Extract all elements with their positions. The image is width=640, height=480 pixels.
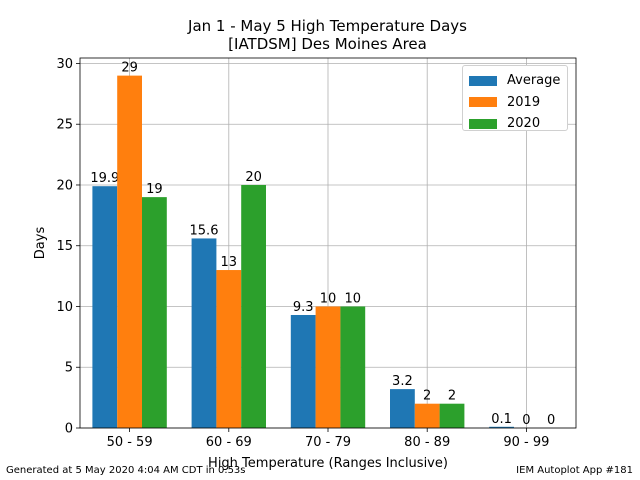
bar — [241, 184, 266, 428]
y-tick-label: 10 — [56, 300, 73, 315]
bar — [340, 306, 366, 428]
bar-value-label: 15.6 — [190, 223, 219, 238]
bar-value-label: 0 — [522, 413, 530, 428]
bar-value-label: 2 — [448, 389, 456, 404]
bar — [290, 314, 316, 428]
bar — [414, 403, 440, 428]
footer-generated-text: Generated at 5 May 2020 4:04 AM CDT in 0… — [6, 465, 246, 476]
legend-item-2019: 2019 — [469, 92, 567, 114]
y-tick-label: 25 — [56, 118, 73, 133]
legend-swatch-average — [469, 75, 497, 86]
bar — [390, 389, 415, 428]
bar-value-label: 0.1 — [491, 412, 512, 427]
x-tick-label: 90 - 99 — [503, 435, 549, 450]
bar-value-label: 19.9 — [90, 171, 119, 186]
footer-app-text: IEM Autoplot App #181 — [516, 465, 633, 476]
legend-item-2020: 2020 — [469, 113, 567, 135]
bar — [92, 186, 118, 428]
bar-value-label: 19 — [146, 182, 163, 197]
chart-title: Jan 1 - May 5 High Temperature Days — [188, 17, 467, 35]
bar-value-label: 9.3 — [293, 300, 314, 315]
y-tick-label: 0 — [65, 422, 73, 437]
legend-item-average: Average — [469, 70, 567, 92]
y-tick-label: 20 — [56, 178, 73, 193]
legend-swatch-2020 — [469, 118, 497, 129]
legend: Average 2019 2020 — [462, 65, 568, 131]
x-tick-label: 70 - 79 — [305, 435, 351, 450]
bar-value-label: 10 — [345, 291, 362, 306]
bar — [315, 306, 341, 428]
bar — [216, 270, 242, 428]
y-tick-label: 5 — [65, 361, 73, 376]
legend-swatch-2019 — [469, 97, 497, 108]
chart-subtitle: [IATDSM] Des Moines Area — [228, 35, 427, 53]
bar — [439, 403, 465, 428]
y-axis-label: Days — [33, 227, 48, 260]
legend-label-2019: 2019 — [507, 94, 541, 110]
y-tick-label: 15 — [56, 239, 73, 254]
bar — [142, 197, 167, 428]
legend-label-average: Average — [507, 73, 561, 89]
x-tick-label: 50 - 59 — [107, 435, 153, 450]
bar-value-label: 3.2 — [392, 374, 413, 389]
x-tick-label: 80 - 89 — [404, 435, 450, 450]
bar-value-label: 0 — [547, 413, 555, 428]
bar — [117, 75, 142, 428]
x-tick-label: 60 - 69 — [206, 435, 252, 450]
bar — [489, 426, 514, 428]
legend-label-2020: 2020 — [507, 116, 541, 132]
bar-value-label: 20 — [245, 170, 262, 185]
bar-value-label: 10 — [320, 291, 337, 306]
y-tick-label: 30 — [56, 57, 73, 72]
bar-value-label: 29 — [121, 61, 138, 76]
bar — [191, 238, 217, 428]
x-axis-label: High Temperature (Ranges Inclusive) — [208, 456, 448, 471]
bar-value-label: 2 — [423, 389, 431, 404]
bar-value-label: 13 — [221, 255, 238, 270]
